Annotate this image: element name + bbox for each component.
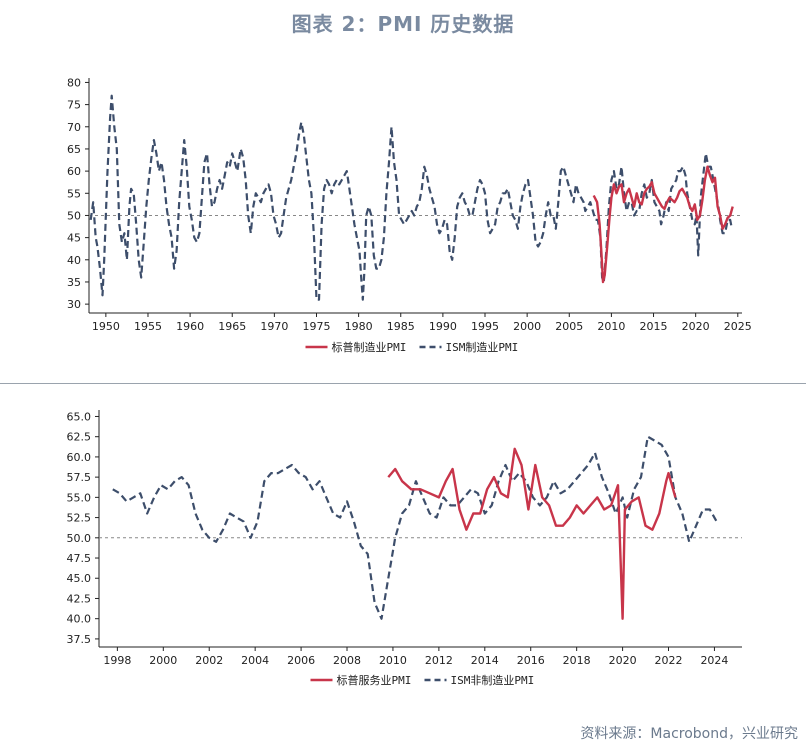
series-line-sp: [387, 447, 677, 620]
y-tick-label: 60: [67, 165, 81, 178]
source-note: 资料来源：Macrobond，兴业研究: [580, 726, 798, 742]
x-tick-label: 2002: [195, 654, 223, 667]
x-tick-label: 2005: [555, 320, 583, 333]
x-tick-label: 1975: [302, 320, 330, 333]
y-tick-label: 55.0: [67, 491, 92, 504]
x-tick-label: 1990: [429, 320, 457, 333]
y-tick-label: 50: [67, 209, 81, 222]
y-tick-label: 55: [67, 187, 81, 200]
x-tick-label: 2020: [609, 654, 637, 667]
y-tick-label: 70: [67, 121, 81, 134]
x-tick-label: 2022: [655, 654, 683, 667]
x-tick-label: 2014: [471, 654, 499, 667]
legend-label: 标普制造业PMI: [332, 340, 407, 354]
x-tick-label: 1995: [471, 320, 499, 333]
y-tick-label: 40: [67, 254, 81, 267]
x-tick-label: 1980: [345, 320, 373, 333]
x-tick-label: 2018: [563, 654, 591, 667]
x-tick-label: 1970: [260, 320, 288, 333]
series-line-ism: [89, 94, 733, 301]
y-tick-label: 50.0: [67, 532, 92, 545]
x-tick-label: 2024: [700, 654, 728, 667]
y-tick-label: 37.5: [67, 633, 92, 646]
y-tick-label: 45.0: [67, 572, 92, 585]
y-tick-label: 65.0: [67, 410, 92, 423]
y-tick-label: 30: [67, 298, 81, 311]
y-tick-label: 42.5: [67, 592, 92, 605]
figure-title: 图表 2：PMI 历史数据: [291, 12, 515, 36]
y-tick-label: 57.5: [67, 471, 92, 484]
legend-label: ISM制造业PMI: [446, 340, 519, 354]
section-divider: [0, 383, 806, 384]
x-tick-label: 2020: [682, 320, 710, 333]
x-tick-label: 2015: [640, 320, 668, 333]
x-tick-label: 2012: [425, 654, 453, 667]
x-tick-label: 2000: [149, 654, 177, 667]
x-tick-label: 2025: [724, 320, 752, 333]
y-tick-label: 80: [67, 76, 81, 89]
chart-services-pmi: 37.5 40.0 42.5 45.0 47.5 50.0 52.5 55.0 57.5 60.0…: [67, 410, 742, 687]
x-tick-label: 1950: [92, 320, 120, 333]
x-tick-label: 2010: [379, 654, 407, 667]
x-tick-label: 2008: [333, 654, 361, 667]
series-line-sp: [592, 165, 734, 284]
legend-label: 标普服务业PMI: [337, 673, 412, 687]
x-tick-label: 1998: [103, 654, 131, 667]
y-tick-label: 60.0: [67, 451, 92, 464]
y-tick-label: 35: [67, 276, 81, 289]
y-tick-label: 75: [67, 99, 81, 112]
y-tick-label: 65: [67, 143, 81, 156]
x-tick-label: 1955: [134, 320, 162, 333]
y-tick-label: 52.5: [67, 512, 92, 525]
x-tick-label: 2004: [241, 654, 269, 667]
x-tick-label: 2016: [517, 654, 545, 667]
legend-label: ISM非制造业PMI: [451, 673, 535, 687]
y-tick-label: 62.5: [67, 431, 92, 444]
x-tick-label: 2010: [597, 320, 625, 333]
series-line-ism: [112, 435, 718, 620]
x-tick-label: 1960: [176, 320, 204, 333]
x-tick-label: 2006: [287, 654, 315, 667]
y-tick-label: 40.0: [67, 613, 92, 626]
y-tick-label: 47.5: [67, 552, 92, 565]
x-tick-label: 1965: [218, 320, 246, 333]
y-tick-label: 45: [67, 232, 81, 245]
x-tick-label: 2000: [513, 320, 541, 333]
x-tick-label: 1985: [387, 320, 415, 333]
chart-manufacturing-pmi: 30 35 40 45 50 55 60 65 70 75 80 1950 1955 1960 1965 19…: [67, 76, 752, 354]
